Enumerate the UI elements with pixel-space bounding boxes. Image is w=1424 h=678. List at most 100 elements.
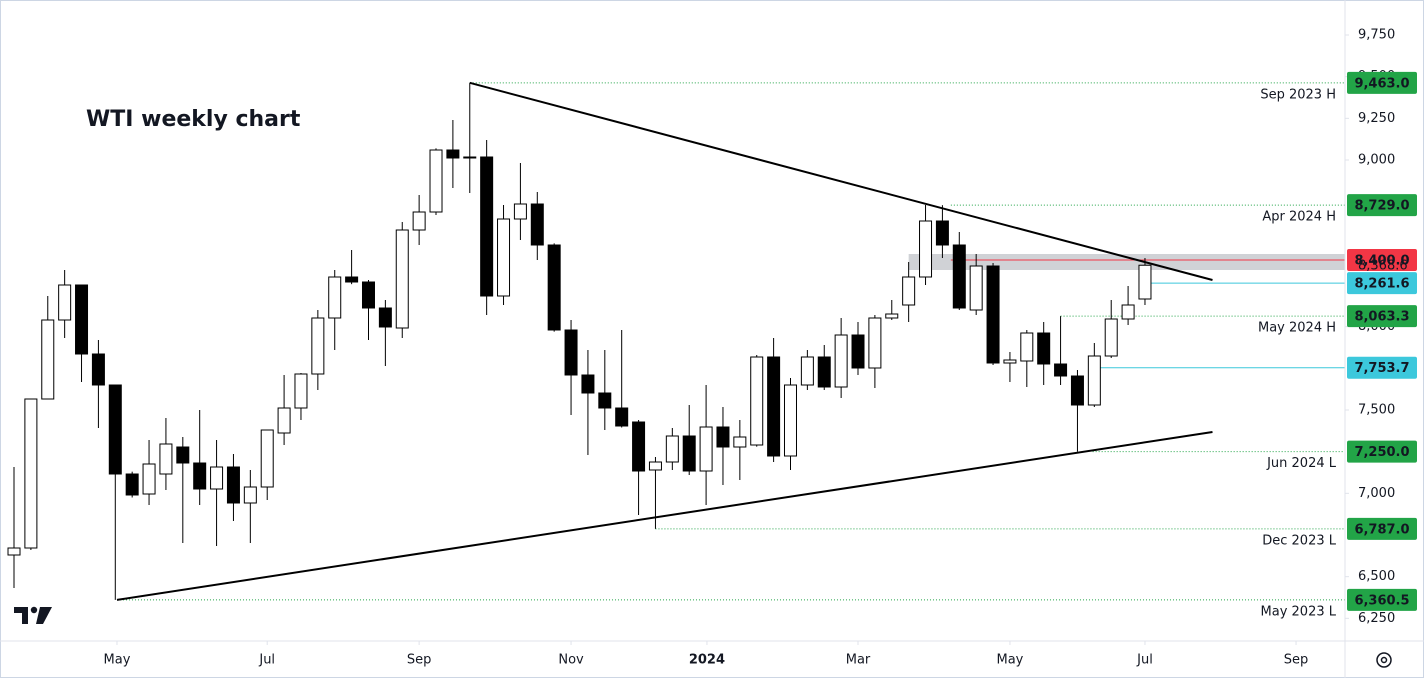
- candle-body: [328, 276, 342, 319]
- candle-body: [243, 486, 257, 504]
- candle-body: [361, 281, 375, 309]
- candle-body: [1054, 363, 1068, 377]
- candle-body: [1087, 355, 1101, 406]
- candle-body: [868, 317, 882, 369]
- candle-body: [125, 473, 139, 496]
- resistance-zone: [908, 254, 1345, 270]
- y-tick-label: 9,250: [1358, 111, 1395, 126]
- price-box-label: 9,463.0: [1354, 76, 1409, 91]
- price-box: [1347, 588, 1417, 611]
- logo: [14, 606, 52, 624]
- x-tick-label: Jul: [1136, 653, 1153, 668]
- price-box: [1347, 249, 1417, 271]
- candle-body: [783, 384, 797, 457]
- chart-title: WTI weekly chart: [86, 107, 301, 132]
- level-note: May 2024 H: [1258, 321, 1336, 336]
- candle-body: [1020, 332, 1034, 362]
- level-note: Apr 2024 H: [1262, 210, 1336, 225]
- candle-body: [210, 466, 224, 490]
- candle-body: [952, 244, 966, 309]
- price-box-label: 7,753.7: [1354, 361, 1409, 376]
- x-tick-label: May: [104, 653, 131, 668]
- candle-body: [547, 244, 561, 331]
- candle-body: [1003, 359, 1017, 364]
- trendline: [116, 431, 1213, 601]
- candle-body: [75, 284, 89, 355]
- logo-part: [14, 607, 28, 624]
- candle-body: [1070, 375, 1084, 406]
- candle-body: [226, 466, 240, 504]
- candle-body: [969, 265, 983, 311]
- price-box: [1347, 305, 1417, 328]
- y-tick-label: 9,750: [1358, 28, 1395, 43]
- price-box: [1347, 272, 1417, 295]
- candle-body: [412, 211, 426, 231]
- plot-area: [7, 81, 1345, 601]
- price-box: [1347, 440, 1417, 463]
- candle-body: [176, 446, 190, 464]
- x-tick-label: Sep: [1284, 653, 1309, 668]
- candle-body: [193, 462, 207, 490]
- y-tick-label: 9,000: [1358, 153, 1395, 168]
- candle-body: [260, 429, 274, 488]
- candle-body: [632, 421, 646, 472]
- price-box-label: 6,787.0: [1354, 522, 1409, 537]
- candle-body: [58, 284, 72, 321]
- candle-body: [1121, 304, 1135, 320]
- candle-body: [851, 334, 865, 369]
- x-tick-label: 2024: [689, 653, 725, 668]
- candle-body: [446, 149, 460, 159]
- candle-body: [598, 392, 612, 409]
- level-note: Jun 2024 L: [1266, 456, 1337, 471]
- price-box: [1347, 71, 1417, 94]
- price-box: [1347, 356, 1417, 379]
- candle-body: [564, 329, 578, 376]
- candle-body: [902, 276, 916, 306]
- candle-body: [24, 398, 38, 549]
- candle-body: [108, 384, 122, 475]
- gear-center[interactable]: [1380, 656, 1388, 664]
- candle-body: [345, 276, 359, 283]
- candle-body: [648, 461, 662, 471]
- x-tick-label: Jul: [258, 653, 275, 668]
- logo-part: [36, 607, 52, 624]
- level-note: Sep 2023 H: [1260, 87, 1336, 102]
- x-tick-label: Nov: [558, 653, 584, 668]
- candle-body: [699, 426, 713, 472]
- trendline: [469, 81, 1213, 281]
- candle-body: [1037, 332, 1051, 365]
- price-box: [1347, 517, 1417, 540]
- candle-body: [682, 435, 696, 472]
- price-box-label: 8,261.6: [1354, 277, 1409, 292]
- candle-body: [986, 265, 1000, 364]
- last-price-label: 8,368.6: [1358, 259, 1408, 274]
- candle-body: [1138, 264, 1152, 300]
- candle-body: [395, 229, 409, 329]
- candle-body: [311, 317, 325, 375]
- candle-body: [919, 220, 933, 278]
- gear[interactable]: [1376, 652, 1392, 668]
- settings-icon[interactable]: [1376, 652, 1392, 668]
- y-tick-label: 7,000: [1358, 486, 1395, 501]
- candle-body: [885, 313, 899, 319]
- x-tick-label: Sep: [407, 653, 432, 668]
- candle-body: [91, 353, 105, 386]
- candle-body: [7, 547, 21, 556]
- candle-body: [41, 319, 55, 400]
- candle-body: [665, 435, 679, 463]
- candle-body: [800, 356, 814, 386]
- price-box-label: 8,400.0: [1354, 254, 1409, 269]
- candle-body: [750, 356, 764, 446]
- candle-body: [530, 203, 544, 246]
- price-box: [1347, 194, 1417, 217]
- candle-body: [817, 356, 831, 388]
- x-tick-label: Mar: [846, 653, 871, 668]
- price-box-label: 6,360.5: [1354, 593, 1409, 608]
- candle-body: [581, 374, 595, 394]
- candle-body: [480, 156, 494, 297]
- price-box-label: 8,729.0: [1354, 199, 1409, 214]
- level-note: Dec 2023 L: [1262, 533, 1337, 548]
- candle-body: [142, 463, 156, 495]
